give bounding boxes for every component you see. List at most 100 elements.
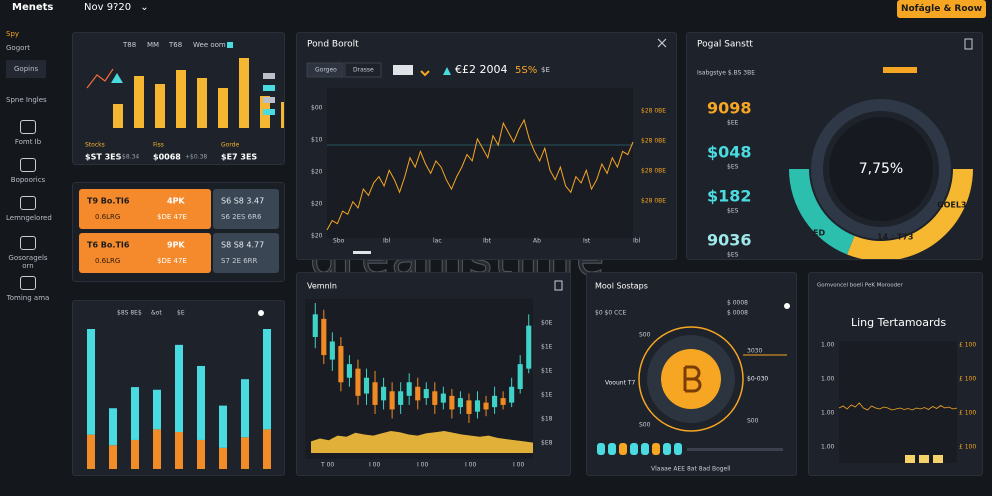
- candle-body: [457, 398, 463, 408]
- mini-bar: [919, 455, 929, 463]
- unit: $E: [541, 66, 550, 74]
- mini-bar: [905, 455, 915, 463]
- side-sub: S6 2ES 6R6: [221, 213, 262, 221]
- sidebar-icon: [20, 158, 36, 172]
- stat-sub: $EE: [727, 120, 739, 127]
- tab-box: [344, 62, 382, 78]
- tick: 3030: [747, 348, 762, 355]
- volume-area: [311, 431, 533, 453]
- card-tag: 9PK: [167, 241, 185, 250]
- right-label: $0-030: [747, 376, 768, 383]
- card-label: T6 Bo.TI6: [87, 241, 130, 250]
- chevron: ⌄: [140, 2, 149, 13]
- sidebar-item[interactable]: Spne Ingles: [6, 96, 47, 104]
- pill: [608, 443, 616, 455]
- card: [79, 233, 211, 273]
- coin-ring-outer: [638, 326, 744, 432]
- right-tick-label: $1E: [541, 368, 553, 375]
- candle-body: [474, 400, 481, 412]
- stacked-panel: $8S 8E$ &ot $E: [72, 300, 285, 476]
- legend-chip: [263, 73, 275, 79]
- card: [79, 189, 211, 229]
- tab: T68: [168, 41, 182, 49]
- stacked-chart: $8S 8E$ &ot $E: [87, 310, 271, 469]
- sidebar-item[interactable]: Gogort: [6, 44, 31, 52]
- action-button[interactable]: Nofágle & Roow: [897, 0, 986, 18]
- candle-body: [415, 386, 421, 401]
- bar-segment: [153, 389, 161, 430]
- gauge-ring: [811, 99, 951, 239]
- panel-title: Mool Sostaps: [595, 282, 648, 291]
- y-tick-label: 1.00: [821, 342, 835, 349]
- right-tick-label: $E8: [541, 440, 553, 447]
- candle-chart: Vemnln $0E $1E $1E $1E $18 $E8 T 00 I 00 I 00 I 00…: [305, 280, 563, 469]
- y-tick-label: $20: [311, 233, 323, 240]
- total-change: +$8.34: [117, 154, 139, 161]
- tab: MM: [147, 41, 159, 49]
- card-side: [213, 233, 279, 273]
- x-tick-label: Ab: [533, 238, 541, 245]
- tab: Wee oom: [193, 41, 226, 49]
- candle-body: [389, 391, 395, 410]
- bar-segment: [219, 405, 227, 448]
- candle-body: [346, 364, 352, 378]
- x-tick-label: lac: [433, 238, 442, 245]
- stat-value: 9036: [707, 231, 752, 250]
- sidebar-item[interactable]: Spy: [6, 30, 20, 38]
- candle-body: [509, 386, 515, 403]
- right-tick-label: £ 100: [959, 376, 976, 383]
- stat-sub: $ES: [727, 252, 739, 259]
- total-heading: Fiss: [153, 142, 164, 149]
- sidebar-item[interactable]: Gosoragels orn: [6, 236, 50, 270]
- card-side: [213, 189, 279, 229]
- card-amount: $DE 47E: [157, 213, 187, 221]
- gauge-value: 7,75%: [859, 161, 903, 177]
- sidebar-item[interactable]: Fomt Ib: [6, 120, 50, 146]
- app-title: Menets: [12, 2, 54, 13]
- summary-chart: T88 MM T68 Wee oom Stocks $ST 3ES+$8.34 Fiss $0…: [85, 41, 284, 162]
- bar: [134, 76, 144, 128]
- y-tick-label: 1.00: [821, 444, 835, 451]
- right-tick-label: $28 0BE: [641, 108, 666, 115]
- right-value: $ 0008: [727, 300, 748, 307]
- change: 5S%: [515, 65, 537, 76]
- caption: Vlaaae AEE 8at 8ad Bogell: [651, 466, 731, 473]
- bar: [176, 70, 186, 128]
- period-select[interactable]: Nov 9?20 ⌄: [84, 2, 149, 13]
- card-amount: $DE 47E: [157, 257, 187, 265]
- candle-body: [398, 391, 404, 405]
- bar-segment: [175, 432, 183, 469]
- pond-chart: Pond Borolt Gorgeo Drasse €£2 2004 5S% $E $00 $…: [306, 38, 667, 254]
- tab-box: [306, 62, 344, 78]
- bar: [155, 84, 165, 128]
- right-tick-label: $18: [541, 416, 553, 423]
- sidebar-item[interactable]: Gopins: [6, 60, 47, 78]
- pill: [619, 443, 627, 455]
- gauge-arc-teal: [789, 169, 855, 255]
- marker: [111, 73, 123, 83]
- icon: [964, 38, 973, 50]
- tick: S00: [639, 422, 651, 429]
- bar: [281, 102, 284, 128]
- right-tick-label: £ 100: [959, 342, 976, 349]
- sidebar-item[interactable]: Toming ama: [6, 276, 50, 302]
- total-value: $E7 3ES: [221, 153, 257, 162]
- sidebar-item[interactable]: Lemngelored: [6, 196, 52, 222]
- right-tick-label: $1E: [541, 392, 553, 399]
- x-tick-label: T 00: [320, 462, 334, 469]
- right-tick-label: $1E: [541, 344, 553, 351]
- gauge-arc-yellow: [847, 169, 973, 259]
- x-tick-label: I 00: [417, 462, 428, 469]
- panel-title: Pogal Sanstt: [697, 40, 753, 50]
- bar-segment: [87, 329, 95, 435]
- right-value: $ 0008: [727, 310, 748, 317]
- chip: [883, 67, 917, 73]
- candle-body: [483, 402, 489, 410]
- bar-segment: [109, 445, 117, 469]
- sidebar-item[interactable]: Bopoorics: [6, 158, 50, 184]
- legend-chip: [263, 85, 275, 91]
- close-icon: [657, 38, 667, 48]
- triangle: [443, 67, 451, 75]
- x-tick-label: I 00: [513, 462, 524, 469]
